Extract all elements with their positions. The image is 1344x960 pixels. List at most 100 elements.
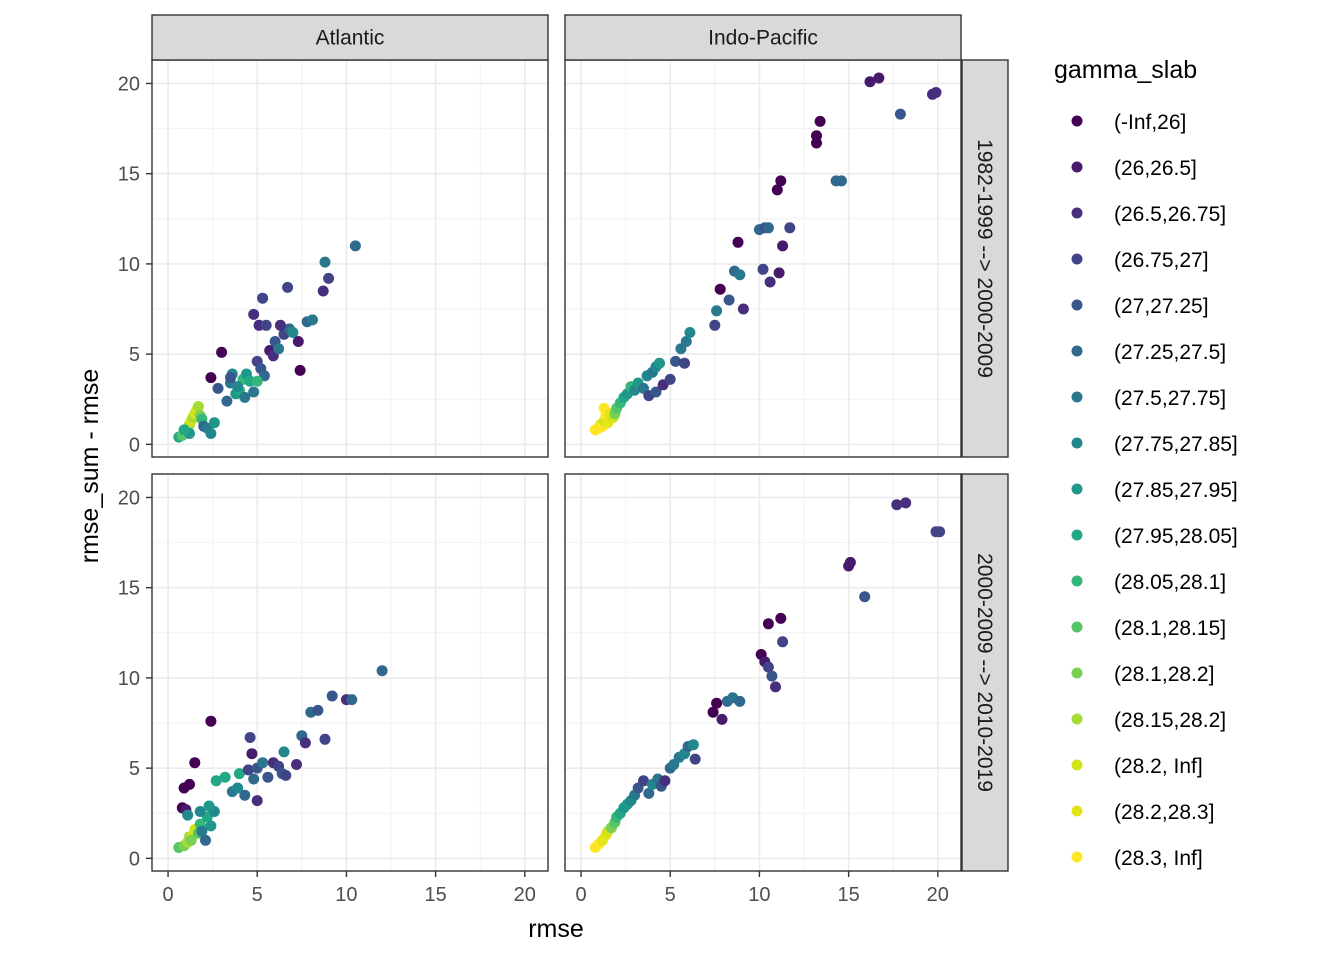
legend-key — [1071, 161, 1083, 173]
data-point — [638, 775, 649, 787]
x-tick-label: 5 — [665, 884, 676, 906]
legend-label: (27.25,27.5] — [1114, 341, 1226, 364]
data-point — [859, 591, 871, 603]
data-point — [891, 499, 903, 511]
data-point — [650, 386, 662, 398]
legend-key — [1071, 759, 1083, 771]
data-point — [654, 357, 665, 369]
data-point — [319, 733, 331, 745]
legend-entry: (28.05,28.1] — [1071, 571, 1226, 594]
column-strip — [564, 14, 962, 61]
data-point — [684, 327, 696, 338]
legend-label: (-Inf,26] — [1114, 111, 1186, 134]
legend-label: (28.15,28.2] — [1114, 709, 1226, 732]
data-point — [184, 778, 195, 790]
y-tick-label: 20 — [118, 73, 140, 95]
legend-entry: (28.3, Inf] — [1071, 847, 1203, 870]
data-point — [707, 706, 719, 718]
data-point — [784, 222, 796, 234]
data-point — [200, 834, 211, 846]
panel-points — [173, 665, 388, 853]
legend: gamma_slab (-Inf,26] (26,26.5] (26.5,26.75… — [1054, 56, 1238, 870]
data-point — [680, 336, 692, 347]
data-point — [376, 665, 388, 677]
data-point — [811, 130, 822, 142]
legend-entry: (27.75,27.85] — [1071, 433, 1238, 456]
data-point — [770, 681, 781, 693]
data-point — [299, 737, 311, 749]
legend-label: (26.75,27] — [1114, 249, 1209, 272]
data-point — [248, 386, 260, 398]
legend-label: (27.5,27.75] — [1114, 387, 1226, 410]
y-tick-label: 15 — [118, 578, 140, 600]
legend-key — [1071, 621, 1083, 633]
data-point — [205, 372, 217, 384]
data-point — [844, 556, 856, 568]
legend-entry: (27.85,27.95] — [1071, 479, 1238, 502]
data-point — [251, 375, 263, 387]
data-point — [323, 272, 335, 284]
legend-entry: (28.1,28.15] — [1071, 617, 1226, 640]
legend-key — [1071, 345, 1083, 357]
data-point — [679, 357, 690, 369]
x-tick-label: 15 — [424, 884, 446, 906]
data-point — [221, 395, 233, 407]
data-point — [239, 789, 251, 801]
data-point — [294, 364, 306, 376]
row-strip — [961, 59, 1009, 458]
legend-entry: (26,26.5] — [1071, 157, 1197, 180]
legend-key — [1071, 575, 1083, 587]
data-point — [182, 809, 194, 821]
x-tick-label: 0 — [162, 884, 173, 906]
data-point — [764, 276, 776, 288]
y-tick-label: 10 — [118, 254, 140, 276]
y-tick-label: 5 — [129, 758, 140, 780]
data-point — [349, 240, 361, 252]
legend-title: gamma_slab — [1054, 56, 1197, 84]
facet-strips: Atlantic Indo-Pacific 1982-1999 --> 2000-2… — [151, 14, 1009, 872]
data-point — [225, 372, 236, 384]
x-tick-label: 10 — [335, 884, 357, 906]
legend-entry: (26.5,26.75] — [1071, 203, 1226, 226]
legend-key — [1071, 299, 1083, 311]
data-point — [864, 76, 876, 88]
data-point — [273, 343, 285, 355]
data-point — [274, 319, 286, 331]
data-point — [248, 308, 260, 320]
legend-label: (27.75,27.85] — [1114, 433, 1238, 456]
legend-label: (27,27.25] — [1114, 295, 1209, 318]
column-strip — [151, 14, 549, 61]
y-tick-label: 5 — [129, 344, 140, 366]
panel-points — [173, 240, 361, 443]
legend-label: (26.5,26.75] — [1114, 203, 1226, 226]
legend-label: (26,26.5] — [1114, 157, 1197, 180]
data-point — [257, 292, 269, 304]
data-point — [775, 175, 787, 187]
legend-label: (28.3, Inf] — [1114, 847, 1203, 870]
legend-label: (27.85,27.95] — [1114, 479, 1238, 502]
data-point — [734, 695, 746, 707]
data-point — [766, 670, 778, 682]
data-point — [260, 319, 272, 331]
data-point — [189, 757, 201, 769]
x-tick-label: 5 — [252, 884, 263, 906]
x-tick-label: 15 — [837, 884, 859, 906]
x-tick-label: 20 — [927, 884, 949, 906]
data-point — [714, 283, 726, 295]
data-point — [762, 618, 774, 630]
data-point — [670, 355, 682, 367]
data-point — [242, 764, 254, 776]
data-point — [732, 236, 744, 248]
legend-label: (28.2, Inf] — [1114, 755, 1203, 778]
data-point — [771, 184, 783, 196]
legend-entry: (27.95,28.05] — [1071, 525, 1238, 548]
data-point — [777, 240, 789, 252]
legend-key — [1071, 115, 1083, 127]
data-point — [346, 694, 358, 706]
data-point — [659, 775, 671, 787]
data-point — [280, 769, 292, 781]
panel-background — [152, 60, 548, 457]
data-point — [687, 739, 699, 751]
legend-key — [1071, 437, 1083, 449]
